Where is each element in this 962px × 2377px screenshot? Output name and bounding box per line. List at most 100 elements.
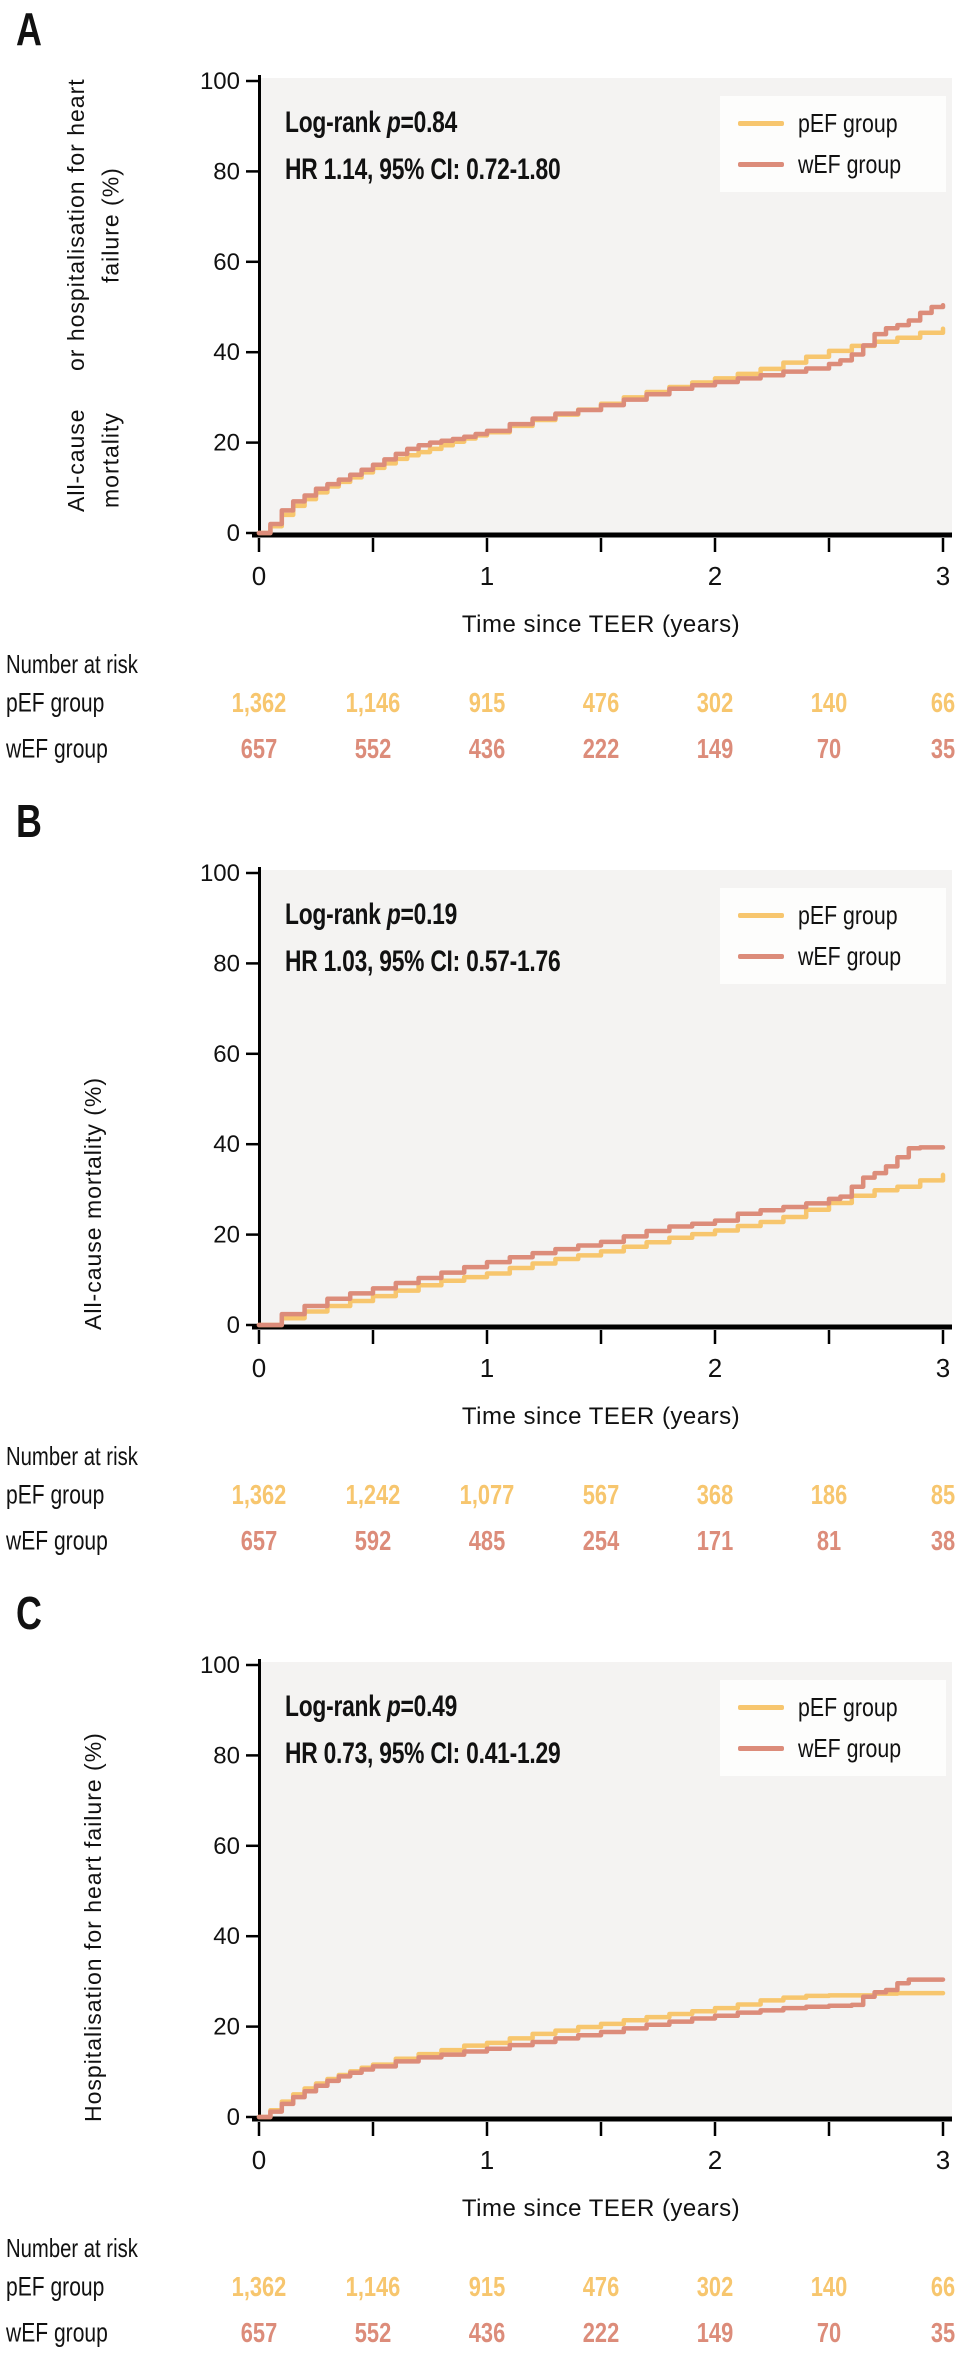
y-tick-label: 40 bbox=[213, 1923, 240, 1950]
risk-count: 85 bbox=[930, 1479, 956, 1510]
number-at-risk-header: Number at risk bbox=[6, 649, 138, 679]
y-tick-label: 100 bbox=[200, 1652, 240, 1679]
legend-item-pef: pEF group bbox=[738, 108, 924, 139]
number-at-risk-table: pEF group 1,362 1,146 915 476 302 140 66 wEF gro… bbox=[0, 2264, 962, 2356]
risk-count: 1,362 bbox=[231, 2271, 287, 2302]
panel-letter-text: B bbox=[16, 795, 42, 847]
logrank-text: Log-rank p=0.19 bbox=[285, 898, 458, 931]
legend-label-pef: pEF group bbox=[798, 900, 898, 930]
risk-count: 476 bbox=[582, 2271, 620, 2302]
risk-row: pEF group 1,362 1,242 1,077 567 368 186 85 bbox=[0, 1472, 962, 1518]
stats-annotation: Log-rank p=0.84 HR 1.14, 95% CI: 0.72-1.… bbox=[285, 100, 647, 193]
risk-row-label: wEF group bbox=[6, 2317, 108, 2348]
panel-label: C bbox=[0, 1584, 962, 1636]
y-axis-label-line: All-cause mortality (%) bbox=[80, 1076, 107, 1330]
risk-count: 302 bbox=[696, 2271, 734, 2302]
risk-row: wEF group 657 552 436 222 149 70 35 bbox=[0, 2310, 962, 2356]
x-axis-title: Time since TEER (years) bbox=[461, 2195, 741, 2222]
risk-count: 1,362 bbox=[231, 1479, 287, 1510]
x-tick-label: 1 bbox=[480, 561, 494, 591]
legend-label-wef: wEF group bbox=[798, 149, 902, 179]
x-tick-label: 3 bbox=[936, 561, 950, 591]
risk-row-label: wEF group bbox=[6, 733, 108, 764]
risk-row-label: wEF group bbox=[6, 1525, 108, 1556]
risk-count: 657 bbox=[240, 2317, 278, 2348]
y-tick-label: 40 bbox=[213, 1131, 240, 1158]
risk-count: 1,362 bbox=[231, 687, 287, 718]
panel-letter-text: C bbox=[16, 1587, 42, 1639]
number-at-risk-table: pEF group 1,362 1,242 1,077 567 368 186 85 wEF g… bbox=[0, 1472, 962, 1564]
legend-label-wef: wEF group bbox=[798, 1733, 902, 1763]
risk-count: 657 bbox=[240, 733, 278, 764]
pef-line-swatch bbox=[738, 121, 785, 126]
y-axis-label: All-cause mortality or hospitalisation f… bbox=[0, 68, 187, 597]
panel-label: B bbox=[0, 792, 962, 844]
risk-row: pEF group 1,362 1,146 915 476 302 140 66 bbox=[0, 680, 962, 726]
x-tick-label: 1 bbox=[480, 2145, 494, 2175]
risk-count: 1,146 bbox=[345, 687, 401, 718]
risk-count: 915 bbox=[468, 687, 506, 718]
y-tick-label: 100 bbox=[200, 860, 240, 887]
risk-count: 485 bbox=[468, 1525, 506, 1556]
risk-count: 1,077 bbox=[459, 1479, 515, 1510]
risk-count: 1,242 bbox=[345, 1479, 401, 1510]
panel-label: A bbox=[0, 0, 962, 52]
x-tick-label: 2 bbox=[708, 2145, 722, 2175]
risk-count: 302 bbox=[696, 687, 734, 718]
risk-row: wEF group 657 592 485 254 171 81 38 bbox=[0, 1518, 962, 1564]
number-at-risk-header: Number at risk bbox=[6, 2233, 138, 2263]
risk-count: 66 bbox=[930, 2271, 956, 2302]
risk-count: 186 bbox=[810, 1479, 848, 1510]
risk-count: 476 bbox=[582, 687, 620, 718]
risk-count: 1,146 bbox=[345, 2271, 401, 2302]
hr-text: HR 1.14, 95% CI: 0.72-1.80 bbox=[285, 152, 561, 186]
y-tick-label: 60 bbox=[213, 1041, 240, 1068]
plot-area: 0 20 40 60 80 100 0 1 2 3 Log-rank p=0.84 HR 1.14… bbox=[187, 68, 962, 597]
y-tick-label: 20 bbox=[213, 2014, 240, 2041]
y-tick-label: 20 bbox=[213, 1222, 240, 1249]
y-axis-label-line: All-cause mortality bbox=[63, 408, 124, 512]
panel-letter-text: A bbox=[16, 3, 42, 55]
risk-row-label: pEF group bbox=[6, 687, 105, 718]
panel-b: B All-cause mortality (%) 0 20 40 60 80 100 0 1… bbox=[0, 792, 962, 1584]
x-tick-label: 2 bbox=[708, 1353, 722, 1383]
y-tick-label: 40 bbox=[213, 339, 240, 366]
y-axis-label-line: Hospitalisation for heart failure (%) bbox=[80, 1732, 107, 2122]
hr-text: HR 1.03, 95% CI: 0.57-1.76 bbox=[285, 944, 561, 978]
x-tick-label: 0 bbox=[252, 2145, 266, 2175]
y-axis-label: All-cause mortality (%) bbox=[0, 860, 187, 1389]
number-at-risk-header: Number at risk bbox=[6, 1441, 138, 1471]
risk-count: 552 bbox=[354, 2317, 392, 2348]
y-axis-label: Hospitalisation for heart failure (%) bbox=[0, 1652, 187, 2181]
logrank-text: Log-rank p=0.49 bbox=[285, 1690, 458, 1723]
risk-row-label: pEF group bbox=[6, 1479, 105, 1510]
plot-area: 0 20 40 60 80 100 0 1 2 3 Log-rank p=0.19 HR 1.03… bbox=[187, 860, 962, 1389]
legend: pEF group wEF group bbox=[720, 96, 946, 192]
risk-count: 35 bbox=[930, 733, 956, 764]
km-curve-wef bbox=[256, 1977, 946, 2120]
chart-row: All-cause mortality (%) 0 20 40 60 80 100 0 1 2 3… bbox=[0, 860, 962, 1389]
legend-label-pef: pEF group bbox=[798, 1692, 898, 1722]
risk-count: 149 bbox=[696, 2317, 734, 2348]
risk-count: 140 bbox=[810, 2271, 848, 2302]
hr-text: HR 0.73, 95% CI: 0.41-1.29 bbox=[285, 1736, 561, 1770]
x-tick-label: 1 bbox=[480, 1353, 494, 1383]
wef-line-swatch bbox=[738, 162, 785, 167]
y-tick-label: 0 bbox=[227, 2104, 240, 2131]
legend-item-wef: wEF group bbox=[738, 941, 924, 972]
risk-count: 436 bbox=[468, 2317, 506, 2348]
risk-count: 70 bbox=[816, 2317, 842, 2348]
legend-item-pef: pEF group bbox=[738, 1692, 924, 1723]
legend-item-pef: pEF group bbox=[738, 900, 924, 931]
legend-item-wef: wEF group bbox=[738, 149, 924, 180]
legend-item-wef: wEF group bbox=[738, 1733, 924, 1764]
x-tick-label: 0 bbox=[252, 1353, 266, 1383]
x-tick-label: 0 bbox=[252, 561, 266, 591]
wef-line-swatch bbox=[738, 954, 785, 959]
x-axis-title: Time since TEER (years) bbox=[461, 1403, 741, 1430]
risk-count: 592 bbox=[354, 1525, 392, 1556]
chart-row: Hospitalisation for heart failure (%) 0 2… bbox=[0, 1652, 962, 2181]
risk-count: 368 bbox=[696, 1479, 734, 1510]
y-tick-label: 80 bbox=[213, 158, 240, 185]
